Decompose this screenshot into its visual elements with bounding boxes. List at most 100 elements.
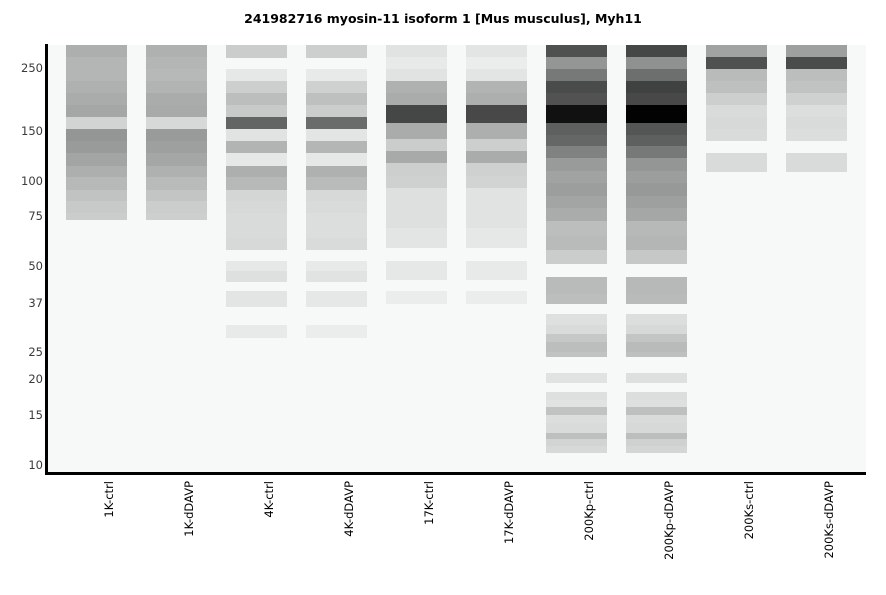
gel-band [626,439,687,447]
gel-band [386,151,447,164]
gel-band [226,200,287,214]
gel-band [66,93,127,106]
gel-band [626,146,687,159]
gel-band [226,261,287,272]
x-axis-tick-label: 200Ks-ctrl [741,481,756,540]
gel-band [226,153,287,166]
gel-band [626,445,687,453]
gel-band [66,165,127,178]
gel-band [546,221,607,237]
gel-band [386,261,447,280]
gel-band [466,93,527,106]
gel-band [466,122,527,140]
gel-band [626,81,687,94]
gel-band [226,237,287,251]
gel-band [626,313,687,326]
gel-band [306,140,367,154]
y-axis-tick-labels: 250 150 100 75 50 37 25 20 15 10 [0,0,43,595]
gel-band [226,224,287,239]
gel-band [546,414,607,424]
gel-band [706,69,767,82]
gel-band [626,122,687,136]
gel-band [466,175,527,189]
gel-band [546,183,607,197]
gel-band [466,81,527,94]
y-axis-tick-label: 20 [28,372,43,387]
gel-band [146,45,207,58]
gel-band [626,69,687,82]
gel-band [706,153,767,172]
gel-band [626,93,687,106]
gel-band [546,445,607,453]
gel-band [546,57,607,70]
gel-band [466,151,527,164]
gel-band [626,414,687,424]
gel-band [546,158,607,172]
gel-band [66,69,127,82]
gel-band [226,290,287,308]
gel-band [546,105,607,124]
gel-band [626,392,687,400]
gel-band [386,81,447,94]
gel-lane [626,45,687,474]
gel-band [306,45,367,58]
gel-band [226,105,287,118]
gel-band [66,81,127,94]
gel-band [386,208,447,229]
gel-band [146,212,207,220]
gel-band [626,333,687,343]
gel-band [626,208,687,222]
gel-band [386,175,447,189]
gel-band [626,45,687,58]
gel-band [306,200,367,214]
gel-band [386,57,447,70]
gel-band [146,105,207,118]
gel-band [226,81,287,94]
x-axis-tick-label: 200Kp-dDAVP [661,481,676,560]
gel-band [546,235,607,251]
gel-band [306,128,367,142]
gel-band [146,69,207,82]
gel-band [706,81,767,94]
gel-band [706,128,767,142]
gel-band [66,212,127,220]
x-axis-tick-label: 4K-ctrl [261,481,276,518]
gel-band [466,69,527,82]
gel-band [626,158,687,172]
gel-band [466,105,527,124]
gel-band [546,208,607,222]
gel-band [626,196,687,209]
gel-band [546,342,607,353]
gel-band [66,140,127,154]
gel-band [306,177,367,191]
gel-band [146,189,207,202]
gel-band [786,128,847,142]
gel-band [306,212,367,226]
gel-band [706,93,767,106]
gel-band [706,57,767,70]
gel-band [626,373,687,383]
gel-band [466,188,527,209]
gel-band [626,57,687,70]
gel-band [786,57,847,70]
gel-band [626,406,687,416]
gel-band [626,351,687,358]
y-axis-tick-label: 25 [28,344,43,359]
gel-band [146,165,207,178]
gel-band [466,139,527,152]
gel-band [226,212,287,226]
gel-band [546,333,607,343]
gel-band [146,117,207,130]
gel-band [226,140,287,154]
x-axis-tick-label: 17K-ctrl [421,481,436,525]
gel-band [306,271,367,283]
gel-band [546,122,607,136]
gel-band [626,399,687,408]
gel-band [66,117,127,130]
gel-band [626,342,687,353]
gel-band [146,153,207,166]
gel-band [386,290,447,304]
gel-band [786,153,847,172]
gel-band [146,140,207,154]
y-axis-tick-label: 50 [28,259,43,274]
